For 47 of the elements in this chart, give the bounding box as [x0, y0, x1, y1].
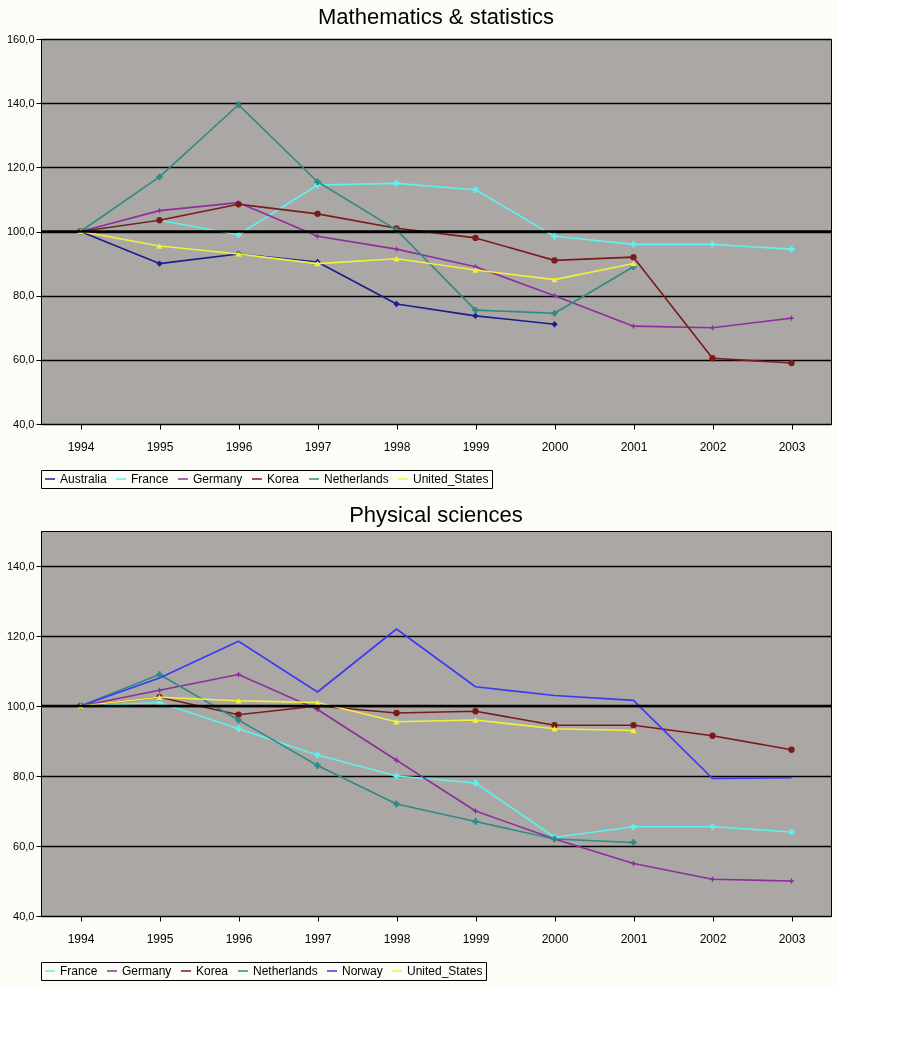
y-tick-label: 140,0: [6, 96, 35, 109]
y-tick-label: 80,0: [13, 289, 35, 302]
x-tick-label: 1996: [225, 439, 253, 454]
legend-label: United_States: [413, 472, 489, 486]
legend-label: Germany: [193, 472, 243, 486]
y-tick-label: 140,0: [6, 559, 35, 572]
x-tick-label: 1999: [462, 931, 490, 946]
legend-label: France: [131, 472, 169, 486]
x-tick-label: 2001: [620, 439, 648, 454]
x-tick-label: 1994: [67, 439, 95, 454]
x-tick-label: 1997: [304, 931, 332, 946]
y-tick-label: 120,0: [6, 629, 35, 642]
x-tick-label: 1997: [304, 439, 332, 454]
x-tick-label: 2000: [541, 931, 569, 946]
chart-title: Mathematics & statistics: [318, 4, 554, 29]
x-tick-label: 1998: [383, 931, 411, 946]
x-tick-label: 1995: [146, 931, 174, 946]
y-tick-label: 40,0: [13, 417, 35, 430]
x-tick-label: 1998: [383, 439, 411, 454]
y-tick-label: 100,0: [6, 225, 35, 237]
x-tick-label: 2002: [699, 439, 727, 454]
chart-title: Physical sciences: [349, 502, 523, 527]
legend-label: Netherlands: [253, 964, 318, 978]
y-tick-label: 40,0: [13, 909, 35, 922]
legend-label: Norway: [342, 964, 383, 978]
x-tick-label: 2000: [541, 439, 569, 454]
x-tick-label: 2002: [699, 931, 727, 946]
legend-label: Germany: [122, 964, 172, 978]
y-tick-label: 100,0: [6, 699, 35, 712]
x-tick-label: 1995: [146, 439, 174, 454]
x-tick-label: 2003: [778, 931, 806, 946]
legend-label: Australia: [60, 472, 108, 486]
legend-label: Korea: [267, 472, 300, 486]
x-tick-label: 2003: [778, 439, 806, 454]
y-tick-label: 120,0: [6, 160, 35, 173]
x-tick-label: 1999: [462, 439, 490, 454]
y-tick-label: 80,0: [13, 769, 35, 782]
legend-label: France: [60, 964, 98, 978]
legend-label: Netherlands: [324, 472, 389, 486]
x-tick-label: 1996: [225, 931, 253, 946]
y-tick-label: 160,0: [6, 32, 35, 45]
legend-label: Korea: [196, 964, 229, 978]
x-tick-label: 2001: [620, 931, 648, 946]
x-tick-label: 1994: [67, 931, 95, 946]
legend-label: United_States: [407, 964, 483, 978]
y-tick-label: 60,0: [13, 353, 35, 366]
y-tick-label: 60,0: [13, 839, 35, 852]
